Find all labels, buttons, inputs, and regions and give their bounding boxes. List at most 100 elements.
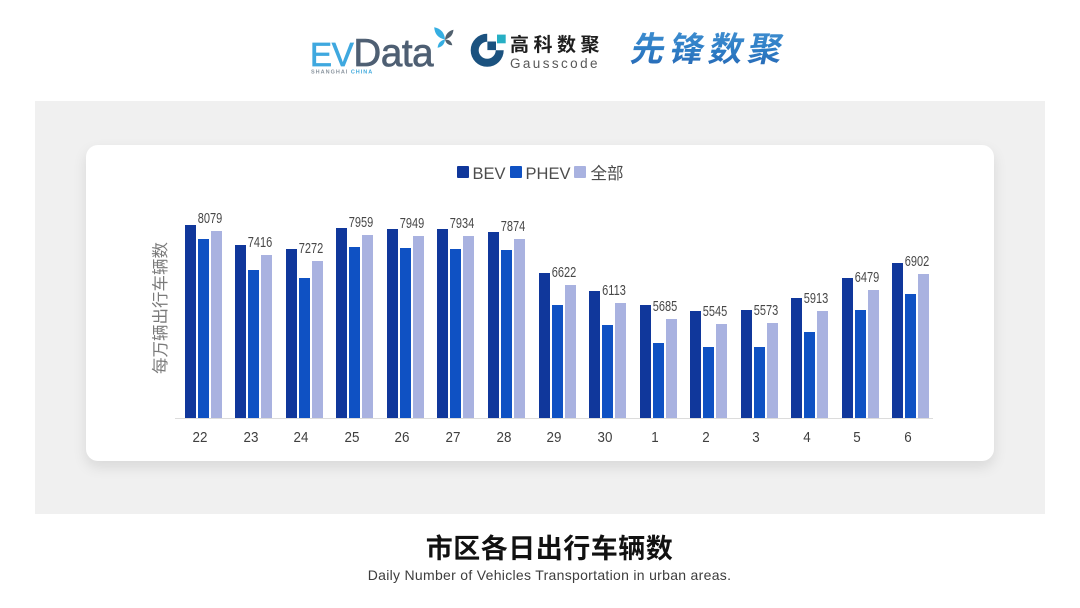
legend-item-label: BEV: [472, 160, 506, 184]
x-tick-label: 5: [853, 429, 861, 446]
bar-BEV-23: [235, 245, 247, 418]
y-axis-title: 每万辆出行车辆数: [147, 197, 171, 418]
evdata-ev-text: EV: [310, 35, 354, 73]
bar-全部-29: [564, 284, 576, 418]
bar-全部-4: [817, 310, 829, 418]
bar-value-label: 7959: [349, 215, 374, 232]
legend-item-label: 全部: [590, 160, 624, 184]
pioneer-logo: 先锋数聚: [627, 22, 794, 72]
bar-PHEV-3: [753, 347, 765, 418]
y-axis-title-text: 每万辆出行车辆数: [147, 241, 171, 374]
x-tick-label: 2: [701, 429, 710, 446]
legend-item-PHEV[interactable]: PHEV: [509, 160, 571, 184]
gausscode-cn-text: 高科数聚: [510, 30, 605, 57]
bar-全部-5: [867, 289, 879, 418]
bar-BEV-1: [639, 305, 651, 418]
bar-value-label: 7934: [450, 216, 475, 233]
bar-value-label: 6902: [904, 254, 930, 271]
bar-PHEV-27: [450, 248, 462, 418]
bar-全部-22: [210, 230, 222, 418]
x-tick-label: 28: [496, 429, 511, 446]
chart-title: 市区各日出行车辆数: [425, 527, 674, 566]
chart-subtitle: Daily Number of Vehicles Transportation …: [367, 567, 732, 583]
bar-value-label: 7416: [248, 235, 273, 252]
bar-PHEV-4: [804, 332, 816, 418]
bar-BEV-4: [791, 298, 803, 418]
bar-全部-2: [716, 324, 728, 418]
bar-PHEV-22: [197, 238, 209, 418]
x-tick-label: 1: [651, 429, 659, 446]
bar-PHEV-2: [703, 346, 715, 418]
bar-value-label: 8079: [197, 210, 223, 227]
x-tick-label: 6: [903, 429, 912, 446]
bar-value-label: 5685: [652, 299, 677, 316]
bar-PHEV-23: [248, 270, 260, 418]
bar-BEV-5: [841, 278, 853, 418]
bar-PHEV-28: [501, 249, 512, 418]
evdata-tagline: SHANGHAI CHINA: [311, 69, 373, 75]
x-tick-label: 24: [293, 429, 309, 446]
bar-PHEV-1: [652, 342, 664, 418]
bar-PHEV-24: [298, 277, 310, 418]
x-tick-label: 3: [752, 429, 760, 446]
bar-全部-25: [362, 235, 374, 418]
bar-BEV-26: [386, 228, 398, 418]
bar-BEV-25: [336, 227, 348, 418]
bar-BEV-30: [589, 290, 600, 418]
bar-value-label: 5545: [702, 304, 728, 321]
x-tick-label: 27: [445, 429, 461, 446]
bar-PHEV-26: [399, 247, 411, 418]
gausscode-en-text: Gausscode: [510, 55, 600, 71]
x-tick-label: 30: [597, 429, 612, 446]
bar-value-label: 5913: [803, 290, 829, 307]
bar-BEV-29: [538, 272, 550, 418]
bar-value-label: 6479: [854, 269, 879, 286]
bar-value-label: 7272: [298, 240, 324, 257]
bar-全部-6: [918, 274, 930, 418]
bar-BEV-28: [488, 232, 499, 418]
bar-全部-28: [514, 238, 525, 418]
bar-PHEV-29: [551, 304, 563, 418]
bar-PHEV-25: [349, 246, 361, 418]
evdata-data-text: Data: [353, 31, 434, 75]
legend-item-BEV[interactable]: BEV: [456, 160, 506, 184]
bar-BEV-22: [184, 224, 196, 418]
bar-全部-1: [665, 319, 677, 418]
bar-全部-3: [766, 323, 778, 418]
legend-item-全部[interactable]: 全部: [574, 160, 623, 184]
bar-value-label: 5573: [753, 303, 778, 320]
bar-value-label: 6622: [551, 264, 576, 281]
x-tick-label: 4: [802, 429, 811, 446]
legend-swatch-icon: [456, 166, 469, 178]
x-tick-label: 23: [243, 429, 259, 446]
bar-value-label: 7949: [399, 215, 425, 232]
bar-BEV-2: [690, 310, 702, 418]
bar-PHEV-30: [602, 325, 613, 418]
bar-BEV-6: [892, 262, 904, 418]
x-tick-label: 29: [546, 429, 562, 446]
bar-BEV-3: [740, 310, 752, 418]
bar-value-label: 7874: [500, 218, 526, 235]
evdata-tagline-shanghai: SHANGHAI: [311, 68, 349, 75]
x-tick-label: 26: [394, 429, 410, 446]
bar-全部-23: [261, 255, 273, 418]
bar-全部-26: [412, 235, 424, 418]
bar-PHEV-5: [854, 310, 866, 418]
gausscode-logo: 高科数聚 Gausscode: [470, 33, 604, 71]
legend-swatch-icon: [574, 166, 587, 178]
bar-全部-27: [463, 236, 475, 418]
bar-BEV-24: [285, 248, 297, 418]
legend-item-label: PHEV: [525, 160, 571, 184]
evdata-sparkle-icon: [434, 27, 454, 48]
evdata-logo: EV Data SHANGHAI CHINA: [310, 27, 454, 75]
legend-swatch-icon: [509, 166, 522, 178]
bar-BEV-27: [437, 229, 449, 418]
bar-全部-24: [311, 260, 323, 418]
chart-legend: BEV PHEV 全部: [86, 160, 994, 184]
bar-PHEV-6: [905, 293, 917, 418]
gausscode-mark-icon: [470, 33, 506, 67]
x-tick-label: 22: [192, 429, 208, 446]
x-axis-line: [175, 418, 933, 419]
x-tick-label: 25: [344, 429, 360, 446]
bar-全部-30: [615, 303, 626, 418]
